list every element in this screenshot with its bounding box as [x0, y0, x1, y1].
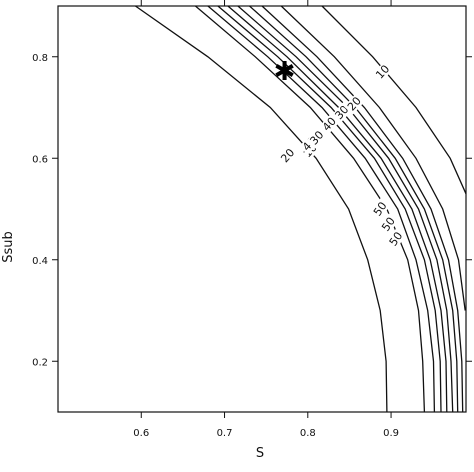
contour-label-bg [370, 198, 391, 220]
contour-label-bg [318, 113, 340, 135]
contour-label-bg [372, 61, 394, 83]
y-tick-label: 0.4 [32, 256, 48, 267]
contour-line-10-9 [321, 5, 467, 195]
contour-labels: 1020403040302010505050 [277, 61, 407, 250]
contour-line-30-2 [207, 5, 436, 413]
contour-line-30-7 [261, 5, 464, 413]
x-axis-label: S [256, 446, 264, 461]
contour-label-bg [378, 213, 399, 236]
x-tick-label: 0.7 [217, 428, 233, 439]
contour-label-bg [343, 93, 365, 115]
y-tick-label: 0.6 [32, 154, 48, 165]
contour-line-40-3 [217, 5, 442, 413]
contour-label-bg [277, 145, 299, 167]
contour-line-50-5 [237, 5, 454, 413]
contour-label: 10 [373, 62, 392, 81]
contour-label-bg [385, 228, 407, 250]
contour-line-50-4 [227, 5, 448, 413]
contour-lines [135, 5, 467, 413]
contour-label-bg [306, 127, 328, 149]
x-tick-label: 0.9 [383, 428, 399, 439]
contour-line-20-8 [280, 5, 466, 311]
x-tick-label: 0.8 [300, 428, 316, 439]
y-axis-ticks: 0.2 0.4 0.6 0.8 [32, 53, 472, 368]
y-tick-label: 0.8 [32, 53, 48, 64]
contour-line-10-0 [135, 5, 388, 413]
x-axis-ticks: 0.6 0.7 0.8 0.9 [133, 0, 399, 439]
x-tick-label: 0.6 [133, 428, 149, 439]
optimum-marker-icon: ✱ [274, 57, 296, 87]
y-axis-label: Ssub [1, 231, 16, 263]
y-tick-label: 0.2 [32, 357, 48, 368]
contour-line-40-6 [249, 5, 459, 413]
contour-label: 20 [278, 146, 297, 165]
